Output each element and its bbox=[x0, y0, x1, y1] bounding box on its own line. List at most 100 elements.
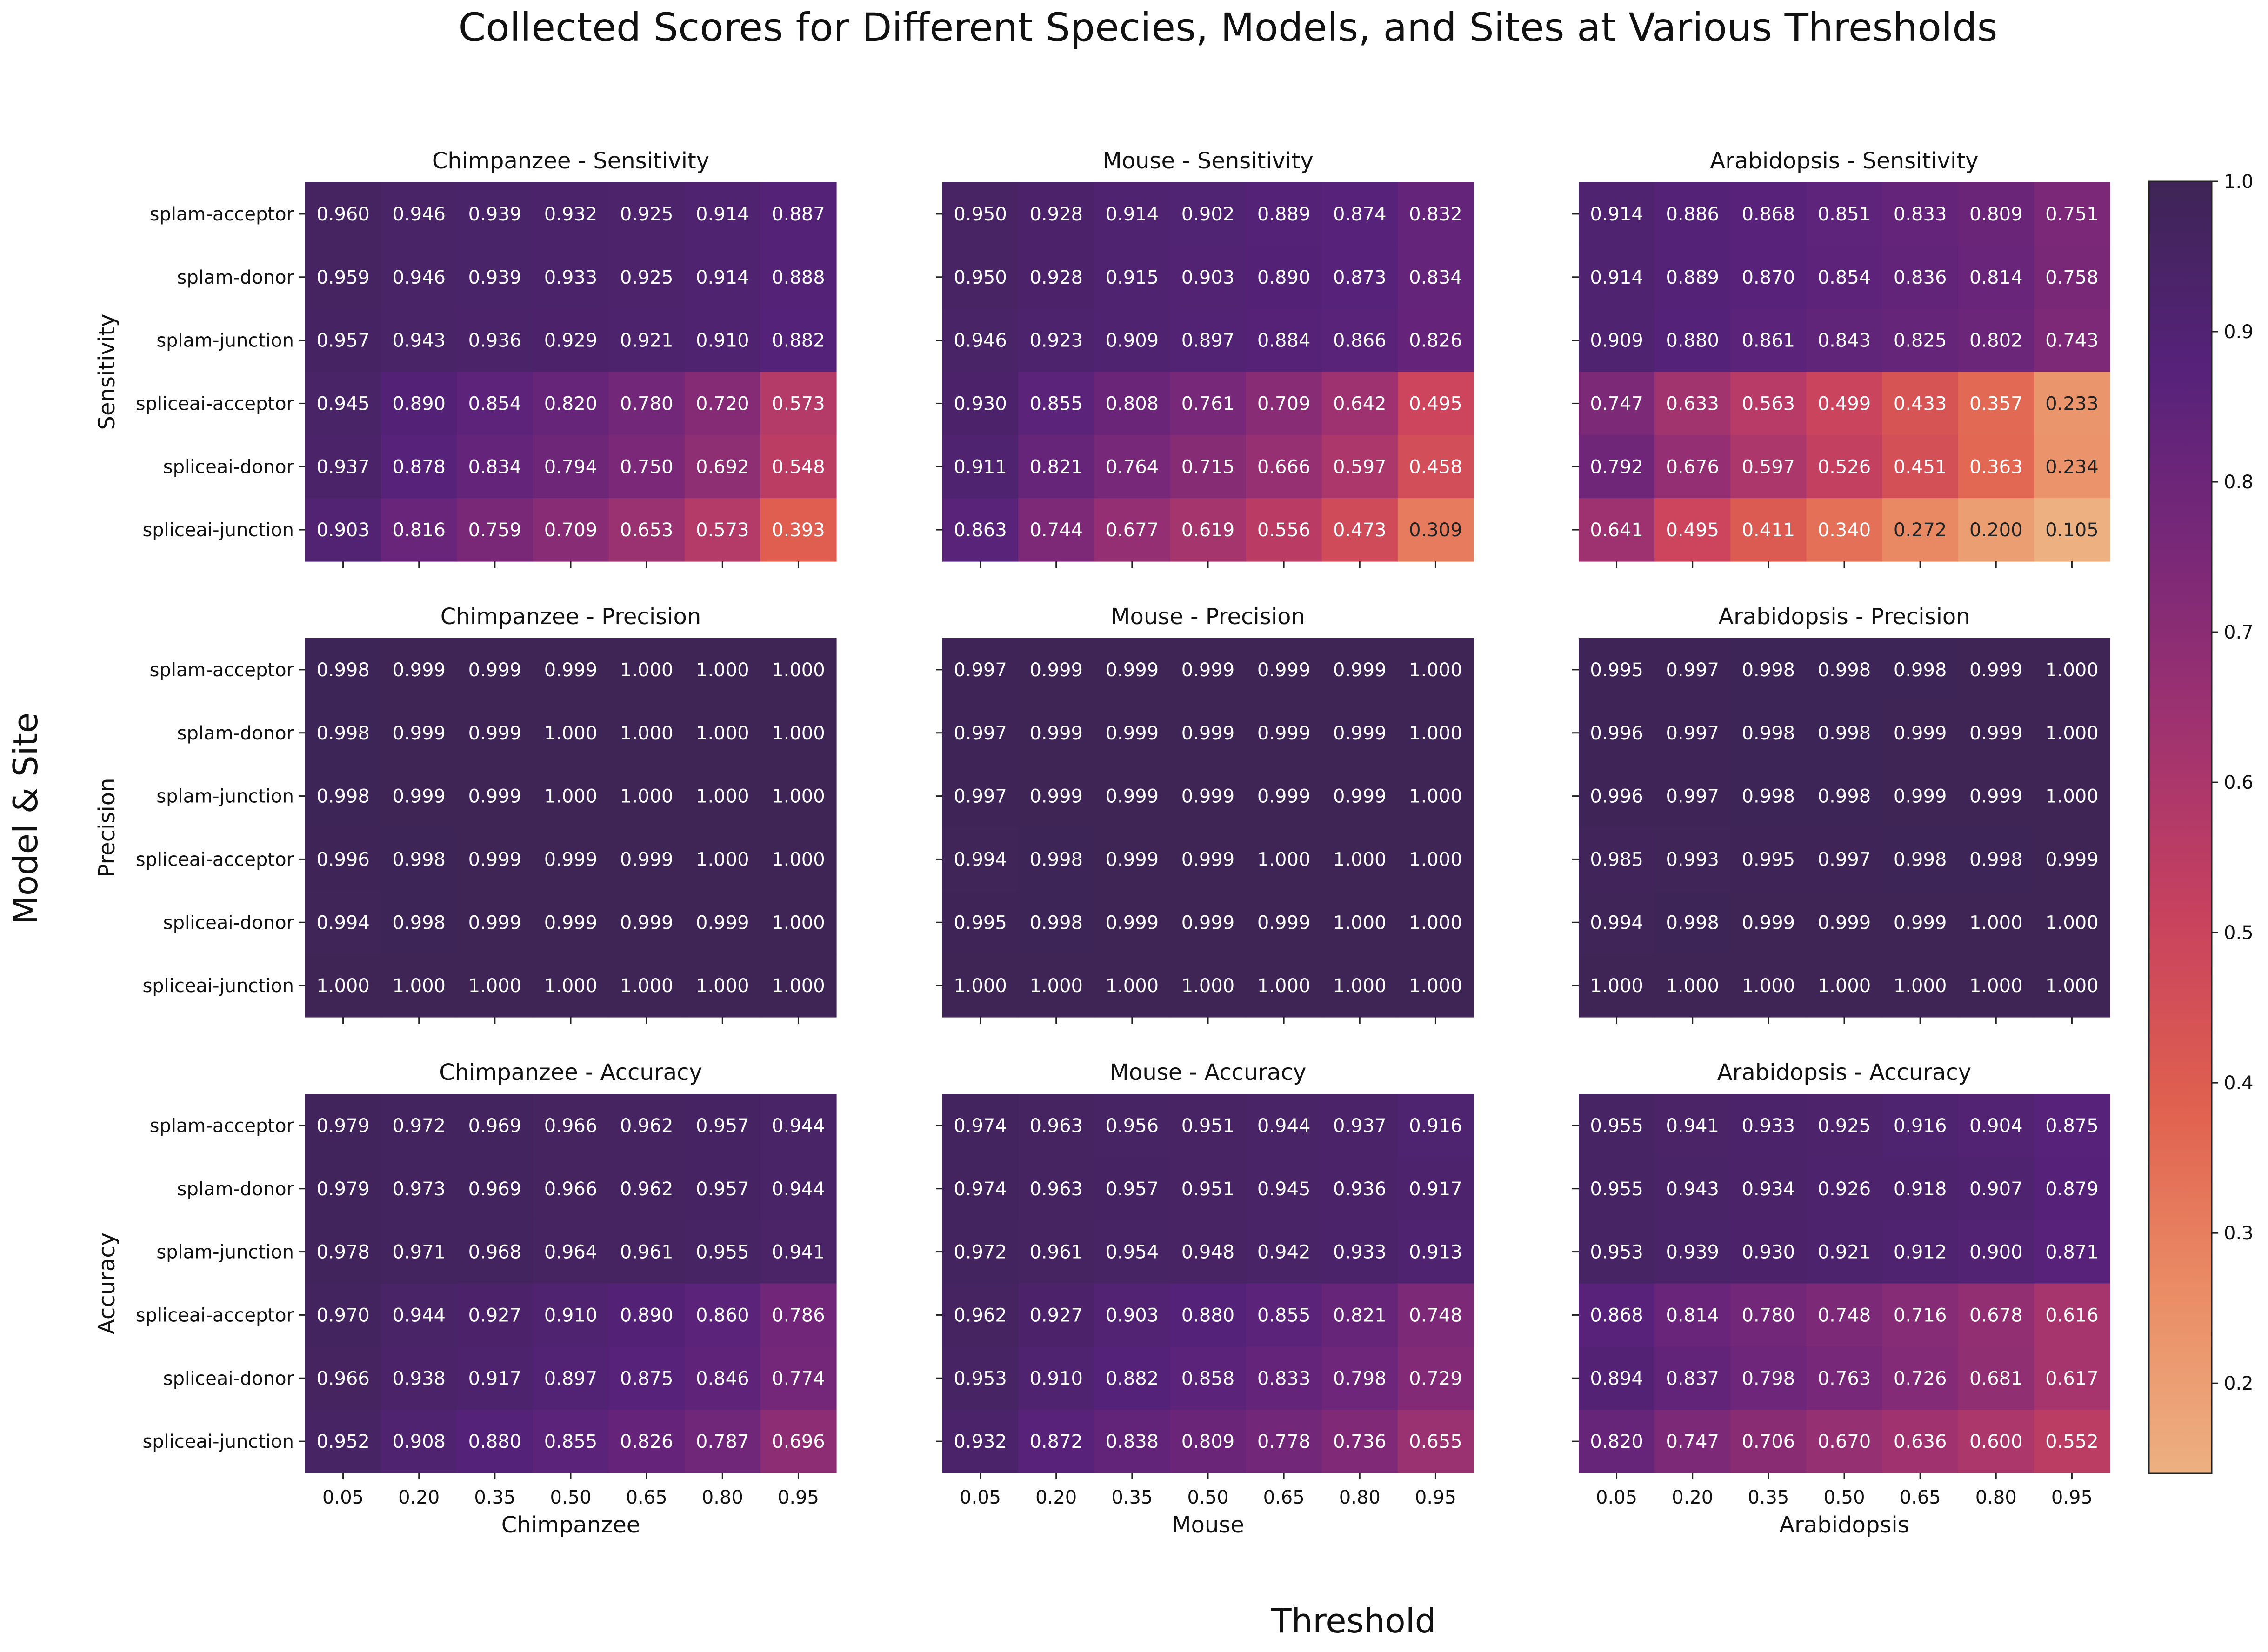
cell-label: 0.846 bbox=[696, 1368, 749, 1389]
heatmap-cell bbox=[1397, 1410, 1474, 1473]
heatmap-cell bbox=[1806, 764, 1883, 828]
cell-label: 0.855 bbox=[1029, 393, 1083, 414]
heatmap-cell bbox=[1321, 182, 1398, 246]
heatmap-cell bbox=[381, 954, 457, 1018]
heatmap-cell bbox=[305, 1094, 381, 1158]
heatmap-cell bbox=[942, 182, 1019, 246]
cell-label: 0.998 bbox=[1818, 659, 1871, 681]
cell-label: 0.932 bbox=[954, 1431, 1007, 1452]
cell-label: 0.903 bbox=[1106, 1305, 1159, 1326]
heatmap-cell bbox=[1654, 1346, 1731, 1410]
heatmap-cell bbox=[533, 435, 609, 499]
cell-label: 0.709 bbox=[1257, 393, 1311, 414]
cell-label: 1.000 bbox=[620, 786, 674, 807]
cell-label: 0.999 bbox=[1181, 723, 1235, 744]
cell-label: 1.000 bbox=[696, 975, 749, 997]
cell-label: 1.000 bbox=[1409, 786, 1462, 807]
heatmap-cell bbox=[942, 891, 1019, 954]
cell-label: 0.889 bbox=[1666, 267, 1719, 288]
heatmap-cell bbox=[1018, 245, 1094, 309]
heatmap-cell bbox=[1094, 1157, 1171, 1221]
heatmap-cell bbox=[1094, 764, 1171, 828]
heatmap-cell bbox=[1246, 182, 1322, 246]
cell-label: 0.411 bbox=[1742, 520, 1795, 541]
cell-label: 0.836 bbox=[1894, 267, 1947, 288]
cell-label: 0.979 bbox=[316, 1179, 370, 1200]
cell-label: 0.943 bbox=[1666, 1179, 1719, 1200]
colorbar-tick-label: 0.3 bbox=[2224, 1223, 2254, 1244]
cell-label: 0.997 bbox=[1666, 659, 1719, 681]
heatmap-cell bbox=[2034, 764, 2110, 828]
heatmap-cell bbox=[1397, 182, 1474, 246]
heatmap-cell bbox=[1321, 308, 1398, 373]
cell-label: 1.000 bbox=[1818, 975, 1871, 997]
cell-label: 0.357 bbox=[1969, 393, 2023, 414]
colorbar-tick-label: 0.5 bbox=[2224, 922, 2254, 944]
cell-label: 1.000 bbox=[772, 786, 825, 807]
cell-label: 0.499 bbox=[1818, 393, 1871, 414]
heatmap-cell bbox=[608, 1220, 685, 1284]
cell-label: 0.833 bbox=[1894, 204, 1947, 225]
heatmap-cell bbox=[381, 435, 457, 499]
y-tick-label: splam-acceptor bbox=[150, 659, 294, 681]
y-tick-label: spliceai-donor bbox=[163, 912, 294, 933]
heatmap-cell bbox=[2034, 245, 2110, 309]
cell-label: 0.999 bbox=[1894, 912, 1947, 933]
cell-label: 0.948 bbox=[1181, 1242, 1235, 1263]
cell-label: 0.952 bbox=[316, 1431, 370, 1452]
heatmap-cell bbox=[2034, 372, 2110, 435]
heatmap-cell bbox=[305, 245, 381, 309]
heatmap-cell bbox=[1018, 1157, 1094, 1221]
cell-label: 0.969 bbox=[468, 1115, 522, 1137]
heatmap-cell bbox=[942, 827, 1019, 891]
colorbar-tick-label: 1.0 bbox=[2224, 171, 2254, 193]
panel-title: Chimpanzee - Accuracy bbox=[439, 1059, 702, 1086]
cell-label: 0.809 bbox=[1181, 1431, 1235, 1452]
heatmap-cell bbox=[760, 372, 837, 435]
heatmap-cell bbox=[608, 764, 685, 828]
heatmap-cell bbox=[942, 308, 1019, 373]
heatmap-cell bbox=[1882, 182, 1959, 246]
heatmap-cell bbox=[1397, 638, 1474, 702]
heatmap-cell bbox=[381, 827, 457, 891]
x-tick-label: 0.50 bbox=[550, 1487, 591, 1508]
cell-label: 0.633 bbox=[1666, 393, 1719, 414]
heatmap-cell bbox=[684, 435, 761, 499]
cell-label: 1.000 bbox=[1969, 912, 2023, 933]
cell-label: 0.834 bbox=[468, 456, 522, 478]
heatmap-cell bbox=[1882, 435, 1959, 499]
cell-label: 0.556 bbox=[1257, 520, 1311, 541]
heatmap-cell bbox=[1321, 1346, 1398, 1410]
heatmap-cell bbox=[608, 954, 685, 1018]
panel-title: Mouse - Sensitivity bbox=[1102, 148, 1313, 174]
cell-label: 0.994 bbox=[316, 912, 370, 933]
cell-label: 1.000 bbox=[954, 975, 1007, 997]
heatmap-cell bbox=[1246, 308, 1322, 373]
cell-label: 0.761 bbox=[1181, 393, 1235, 414]
heatmap-cell bbox=[1958, 182, 2035, 246]
colorbar-tick-label: 0.2 bbox=[2224, 1373, 2254, 1394]
heatmap-cell bbox=[1806, 182, 1883, 246]
cell-label: 0.744 bbox=[1029, 520, 1083, 541]
y-tick-label: splam-junction bbox=[156, 786, 294, 807]
heatmap-cell bbox=[1958, 1157, 2035, 1221]
cell-label: 0.863 bbox=[954, 520, 1007, 541]
cell-label: 0.916 bbox=[1894, 1115, 1947, 1137]
cell-label: 0.748 bbox=[1818, 1305, 1871, 1326]
heatmap-cell bbox=[760, 1283, 837, 1347]
cell-label: 0.573 bbox=[696, 520, 749, 541]
heatmap-cell bbox=[2034, 1220, 2110, 1284]
cell-label: 1.000 bbox=[1894, 975, 1947, 997]
heatmap-cell bbox=[1806, 372, 1883, 435]
cell-label: 0.860 bbox=[696, 1305, 749, 1326]
heatmap-cell bbox=[1397, 954, 1474, 1018]
heatmap-panels: Chimpanzee - Sensitivity 0.960 0.946 0.939 0… bbox=[94, 148, 2110, 1538]
cell-label: 0.855 bbox=[1257, 1305, 1311, 1326]
heatmap-cell bbox=[1094, 1410, 1171, 1473]
cell-label: 0.996 bbox=[1590, 786, 1643, 807]
heatmap-cell bbox=[1579, 1157, 1655, 1221]
heatmap-cell bbox=[1397, 1346, 1474, 1410]
heatmap-cell bbox=[608, 182, 685, 246]
cell-label: 0.763 bbox=[1818, 1368, 1871, 1389]
heatmap-cell bbox=[1018, 372, 1094, 435]
